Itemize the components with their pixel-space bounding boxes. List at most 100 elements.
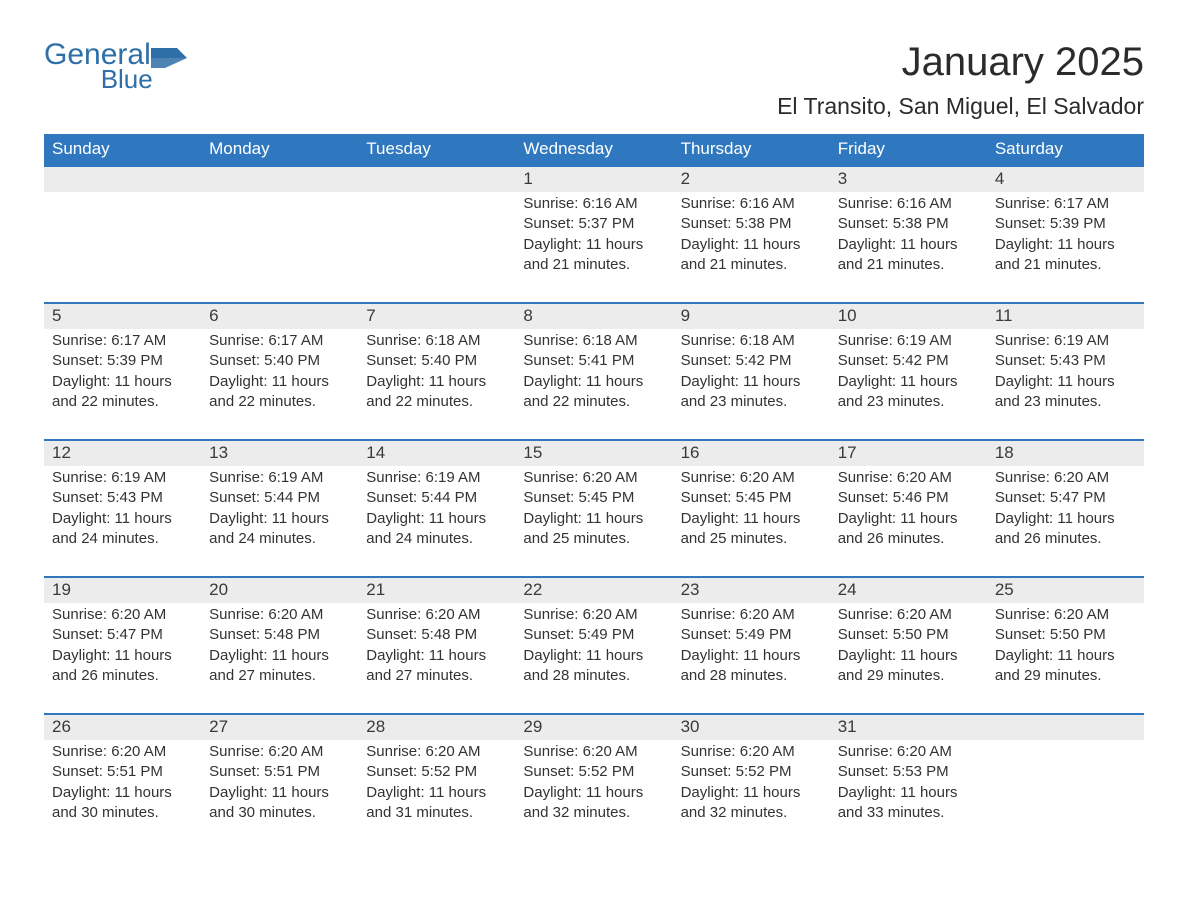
day-daylight2: and 28 minutes. — [523, 666, 664, 686]
day-cell: Sunrise: 6:18 AMSunset: 5:41 PMDaylight:… — [515, 329, 672, 415]
day-daylight2: and 29 minutes. — [995, 666, 1136, 686]
day-sunrise: Sunrise: 6:20 AM — [209, 605, 350, 625]
dayname-thu: Thursday — [673, 134, 830, 165]
day-daylight1: Daylight: 11 hours — [838, 783, 979, 803]
daycontent-row: Sunrise: 6:19 AMSunset: 5:43 PMDaylight:… — [44, 466, 1144, 576]
day-sunrise: Sunrise: 6:18 AM — [366, 331, 507, 351]
day-daylight2: and 26 minutes. — [995, 529, 1136, 549]
logo-line2: Blue — [101, 66, 153, 92]
daynum-row: 12131415161718 — [44, 439, 1144, 466]
day-sunset: Sunset: 5:52 PM — [366, 762, 507, 782]
day-daylight1: Daylight: 11 hours — [681, 783, 822, 803]
dayname-fri: Friday — [830, 134, 987, 165]
day-cell — [987, 740, 1144, 826]
logo: General Blue — [44, 40, 187, 92]
day-number: 15 — [515, 441, 672, 466]
day-daylight1: Daylight: 11 hours — [209, 509, 350, 529]
day-daylight1: Daylight: 11 hours — [995, 235, 1136, 255]
day-number: 28 — [358, 715, 515, 740]
day-number: 29 — [515, 715, 672, 740]
day-daylight2: and 32 minutes. — [681, 803, 822, 823]
day-sunset: Sunset: 5:38 PM — [838, 214, 979, 234]
day-daylight2: and 21 minutes. — [995, 255, 1136, 275]
day-daylight1: Daylight: 11 hours — [681, 646, 822, 666]
day-cell: Sunrise: 6:20 AMSunset: 5:51 PMDaylight:… — [44, 740, 201, 826]
daynum-row: 19202122232425 — [44, 576, 1144, 603]
day-sunrise: Sunrise: 6:16 AM — [523, 194, 664, 214]
day-sunset: Sunset: 5:44 PM — [366, 488, 507, 508]
day-daylight2: and 21 minutes. — [681, 255, 822, 275]
day-sunset: Sunset: 5:39 PM — [995, 214, 1136, 234]
day-number: 7 — [358, 304, 515, 329]
day-daylight1: Daylight: 11 hours — [838, 509, 979, 529]
day-sunrise: Sunrise: 6:20 AM — [366, 605, 507, 625]
daynum-row: 567891011 — [44, 302, 1144, 329]
day-cell — [358, 192, 515, 278]
day-number: 19 — [44, 578, 201, 603]
daycontent-row: Sunrise: 6:16 AMSunset: 5:37 PMDaylight:… — [44, 192, 1144, 302]
day-sunrise: Sunrise: 6:20 AM — [523, 742, 664, 762]
day-daylight1: Daylight: 11 hours — [523, 783, 664, 803]
day-number: 2 — [673, 167, 830, 192]
day-sunset: Sunset: 5:42 PM — [838, 351, 979, 371]
day-daylight1: Daylight: 11 hours — [366, 783, 507, 803]
day-number: 26 — [44, 715, 201, 740]
day-cell: Sunrise: 6:20 AMSunset: 5:48 PMDaylight:… — [201, 603, 358, 689]
day-daylight2: and 29 minutes. — [838, 666, 979, 686]
day-number — [201, 167, 358, 192]
day-cell: Sunrise: 6:16 AMSunset: 5:38 PMDaylight:… — [673, 192, 830, 278]
dayname-wed: Wednesday — [515, 134, 672, 165]
day-daylight2: and 28 minutes. — [681, 666, 822, 686]
day-daylight2: and 30 minutes. — [52, 803, 193, 823]
month-title: January 2025 — [777, 40, 1144, 85]
dayname-sat: Saturday — [987, 134, 1144, 165]
daynum-row: 1234 — [44, 165, 1144, 192]
day-sunset: Sunset: 5:47 PM — [995, 488, 1136, 508]
day-daylight2: and 22 minutes. — [209, 392, 350, 412]
day-daylight1: Daylight: 11 hours — [995, 372, 1136, 392]
day-number: 4 — [987, 167, 1144, 192]
day-sunset: Sunset: 5:52 PM — [681, 762, 822, 782]
day-sunrise: Sunrise: 6:20 AM — [995, 468, 1136, 488]
day-sunset: Sunset: 5:44 PM — [209, 488, 350, 508]
dayname-mon: Monday — [201, 134, 358, 165]
day-daylight1: Daylight: 11 hours — [523, 372, 664, 392]
day-cell: Sunrise: 6:20 AMSunset: 5:45 PMDaylight:… — [515, 466, 672, 552]
day-sunset: Sunset: 5:45 PM — [681, 488, 822, 508]
day-sunrise: Sunrise: 6:20 AM — [995, 605, 1136, 625]
day-cell: Sunrise: 6:18 AMSunset: 5:42 PMDaylight:… — [673, 329, 830, 415]
day-sunrise: Sunrise: 6:20 AM — [681, 605, 822, 625]
day-sunrise: Sunrise: 6:19 AM — [995, 331, 1136, 351]
day-sunrise: Sunrise: 6:19 AM — [52, 468, 193, 488]
dayname-sun: Sunday — [44, 134, 201, 165]
day-cell: Sunrise: 6:20 AMSunset: 5:50 PMDaylight:… — [830, 603, 987, 689]
day-sunset: Sunset: 5:40 PM — [366, 351, 507, 371]
day-number: 5 — [44, 304, 201, 329]
day-sunset: Sunset: 5:49 PM — [681, 625, 822, 645]
day-cell: Sunrise: 6:20 AMSunset: 5:45 PMDaylight:… — [673, 466, 830, 552]
weeks-container: 1234Sunrise: 6:16 AMSunset: 5:37 PMDayli… — [44, 165, 1144, 834]
day-daylight2: and 31 minutes. — [366, 803, 507, 823]
day-sunrise: Sunrise: 6:20 AM — [523, 468, 664, 488]
day-number: 31 — [830, 715, 987, 740]
day-daylight2: and 26 minutes. — [838, 529, 979, 549]
day-cell: Sunrise: 6:17 AMSunset: 5:40 PMDaylight:… — [201, 329, 358, 415]
day-number: 11 — [987, 304, 1144, 329]
day-cell: Sunrise: 6:20 AMSunset: 5:49 PMDaylight:… — [515, 603, 672, 689]
day-sunset: Sunset: 5:50 PM — [995, 625, 1136, 645]
day-daylight1: Daylight: 11 hours — [52, 783, 193, 803]
day-number: 18 — [987, 441, 1144, 466]
day-sunset: Sunset: 5:51 PM — [209, 762, 350, 782]
day-sunset: Sunset: 5:47 PM — [52, 625, 193, 645]
day-number: 16 — [673, 441, 830, 466]
day-daylight1: Daylight: 11 hours — [366, 372, 507, 392]
location-subtitle: El Transito, San Miguel, El Salvador — [777, 93, 1144, 120]
day-sunrise: Sunrise: 6:18 AM — [681, 331, 822, 351]
day-cell — [201, 192, 358, 278]
day-cell: Sunrise: 6:20 AMSunset: 5:53 PMDaylight:… — [830, 740, 987, 826]
day-sunrise: Sunrise: 6:20 AM — [523, 605, 664, 625]
day-sunset: Sunset: 5:53 PM — [838, 762, 979, 782]
day-daylight2: and 26 minutes. — [52, 666, 193, 686]
day-daylight2: and 23 minutes. — [838, 392, 979, 412]
day-daylight1: Daylight: 11 hours — [209, 646, 350, 666]
